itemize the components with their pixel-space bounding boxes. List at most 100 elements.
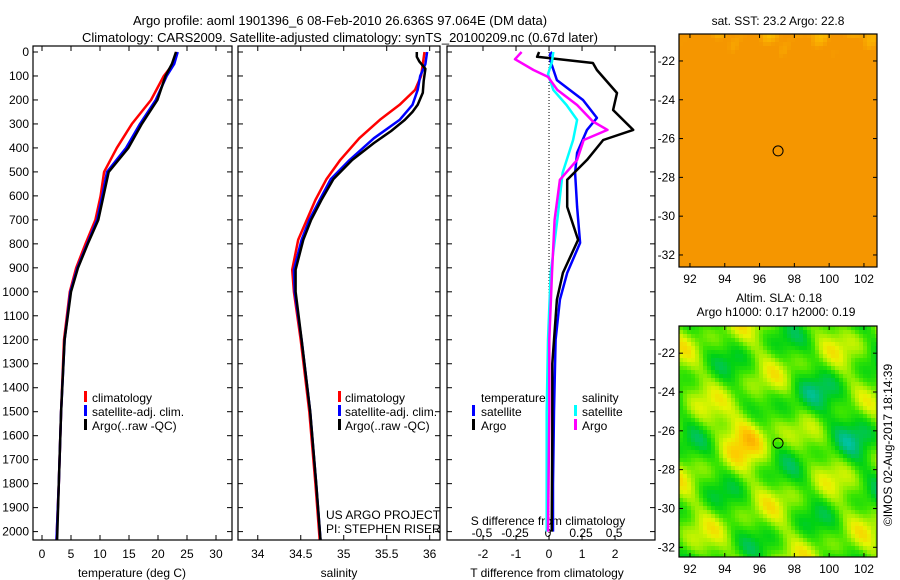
legend-title-salinity: salinity bbox=[582, 391, 619, 405]
series-line-argo-raw-qc- bbox=[55, 51, 178, 541]
legend-swatch-climatology bbox=[338, 391, 341, 402]
map-lon-label: 98 bbox=[788, 272, 802, 286]
y-tick-label: 1800 bbox=[2, 477, 29, 491]
map-lat-label: -22 bbox=[658, 346, 676, 360]
x-tick-label: -1 bbox=[511, 547, 522, 561]
legend-label: satellite bbox=[481, 405, 522, 419]
y-tick-label: 1600 bbox=[2, 429, 29, 443]
x-tick-label: 2 bbox=[612, 547, 619, 561]
x-tick-label: 34.5 bbox=[289, 547, 313, 561]
series-line-argo-raw-qc- bbox=[294, 52, 427, 541]
x-tick-label: 34 bbox=[251, 547, 265, 561]
y-tick-label: 1400 bbox=[2, 381, 29, 395]
legend-label: Argo bbox=[582, 419, 608, 433]
y-tick-label: 100 bbox=[9, 69, 29, 83]
y-tick-label: 1200 bbox=[2, 333, 29, 347]
map-lon-label: 92 bbox=[683, 562, 697, 576]
legend-title-temperature: temperature bbox=[481, 391, 546, 405]
title-line-1: Argo profile: aoml 1901396_6 08-Feb-2010… bbox=[133, 13, 547, 28]
map-frame bbox=[678, 325, 878, 558]
x-tick-label: 0 bbox=[39, 547, 46, 561]
y-tick-label: 500 bbox=[9, 165, 29, 179]
map-lat-label: -26 bbox=[658, 424, 676, 438]
legend-swatch-t-satellite bbox=[472, 405, 475, 416]
legend-label: satellite bbox=[582, 405, 623, 419]
credit-project: US ARGO PROJECT bbox=[326, 508, 441, 522]
map-lat-label: -24 bbox=[658, 385, 676, 399]
credit-pi: PI: STEPHEN RISER bbox=[326, 522, 441, 536]
legend-swatch-s-satellite bbox=[574, 405, 577, 416]
map-lat-label: -26 bbox=[658, 132, 676, 146]
series-line-t-argo bbox=[535, 51, 635, 532]
legend-label: Argo(..raw -QC) bbox=[345, 419, 430, 433]
salinity-legend: climatology satellite-adj. clim. Argo(..… bbox=[338, 391, 437, 433]
sla-map-title-2: Argo h1000: 0.17 h2000: 0.19 bbox=[697, 305, 856, 319]
x2-tick-label: -0.25 bbox=[501, 526, 529, 540]
x2-tick-label: -0.5 bbox=[472, 526, 493, 540]
map-lat-label: -30 bbox=[658, 501, 676, 515]
sst-map-title: sat. SST: 23.2 Argo: 22.8 bbox=[712, 14, 845, 28]
salinity-xlabel: salinity bbox=[321, 566, 358, 580]
x2-tick-label: 0.5 bbox=[606, 526, 623, 540]
series-line-satellite-adj-clim- bbox=[55, 51, 179, 541]
legend-swatch-satellite bbox=[338, 405, 341, 416]
map-lat-label: -24 bbox=[658, 93, 676, 107]
y-tick-label: 2000 bbox=[2, 525, 29, 539]
map-lat-label: -30 bbox=[658, 209, 676, 223]
title-line-2: Climatology: CARS2009. Satellite-adjuste… bbox=[82, 30, 598, 45]
x2-tick-label: 0 bbox=[545, 526, 552, 540]
map-lon-label: 100 bbox=[819, 562, 839, 576]
x-tick-label: 20 bbox=[151, 547, 165, 561]
legend-label: satellite-adj. clim. bbox=[345, 405, 437, 419]
x-tick-label: 5 bbox=[68, 547, 75, 561]
axes-frame bbox=[32, 45, 233, 541]
legend-swatch-t-argo bbox=[472, 419, 475, 430]
x-tick-label: 36 bbox=[423, 547, 437, 561]
temperature-xlabel: temperature (deg C) bbox=[78, 566, 186, 580]
map-lon-label: 102 bbox=[854, 272, 874, 286]
legend-swatch-satellite bbox=[84, 405, 87, 416]
x-tick-label: 15 bbox=[122, 547, 136, 561]
map-lon-label: 96 bbox=[753, 562, 767, 576]
legend-label: Argo(..raw -QC) bbox=[92, 419, 177, 433]
y-tick-label: 0 bbox=[22, 45, 29, 59]
sla-map-title-1: Altim. SLA: 0.18 bbox=[736, 291, 822, 305]
tdiff-xlabel: T difference from climatology bbox=[470, 566, 624, 580]
map-lon-label: 94 bbox=[718, 562, 732, 576]
x-tick-label: 25 bbox=[180, 547, 194, 561]
map-lon-label: 92 bbox=[683, 272, 697, 286]
y-tick-label: 1700 bbox=[2, 453, 29, 467]
sla-map bbox=[679, 326, 877, 557]
map-frame bbox=[678, 33, 878, 268]
y-tick-label: 900 bbox=[9, 261, 29, 275]
x-tick-label: 10 bbox=[93, 547, 107, 561]
map-lon-label: 94 bbox=[718, 272, 732, 286]
series-line-climatology bbox=[55, 51, 178, 541]
series-line-climatology bbox=[290, 51, 426, 541]
map-lon-label: 96 bbox=[753, 272, 767, 286]
legend-swatch-argo bbox=[84, 419, 87, 430]
legend-swatch-s-argo bbox=[574, 419, 577, 430]
y-tick-label: 1500 bbox=[2, 405, 29, 419]
x-tick-label: 35 bbox=[337, 547, 351, 561]
footer-credit: ©IMOS 02-Aug-2017 18:14:39 bbox=[881, 364, 895, 527]
map-lat-label: -22 bbox=[658, 54, 676, 68]
y-tick-label: 300 bbox=[9, 117, 29, 131]
y-tick-label: 400 bbox=[9, 141, 29, 155]
x-tick-label: 0 bbox=[546, 547, 553, 561]
legend-label: Argo bbox=[481, 419, 507, 433]
map-lon-label: 100 bbox=[819, 272, 839, 286]
argo-location-marker bbox=[772, 145, 784, 157]
argo-location-marker bbox=[772, 437, 784, 449]
y-tick-label: 200 bbox=[9, 93, 29, 107]
x-tick-label: 30 bbox=[209, 547, 223, 561]
map-lon-label: 98 bbox=[788, 562, 802, 576]
series-line-s-argo bbox=[513, 51, 609, 532]
y-tick-label: 1300 bbox=[2, 357, 29, 371]
temperature-legend: climatology satellite-adj. clim. Argo(..… bbox=[84, 391, 184, 433]
axes-frame bbox=[446, 45, 656, 541]
x-tick-label: 35.5 bbox=[375, 547, 399, 561]
map-lat-label: -28 bbox=[658, 170, 676, 184]
